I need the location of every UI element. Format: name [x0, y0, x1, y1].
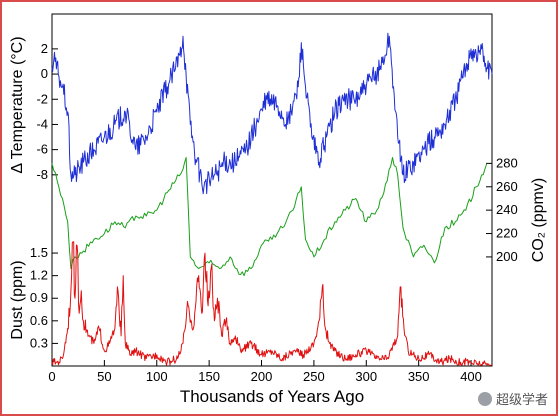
temperature-y-tick-label: -4 — [36, 116, 48, 131]
temperature-y-tick-label: -6 — [36, 142, 48, 157]
x-axis-label: Thousands of Years Ago — [180, 387, 364, 406]
x-tick-label: 350 — [408, 369, 430, 384]
x-tick-label: 400 — [460, 369, 482, 384]
co2-y-tick-label: 280 — [496, 155, 518, 170]
x-tick-label: 200 — [251, 369, 273, 384]
co2-y-tick-label: 260 — [496, 179, 518, 194]
co2-y-tick-label: 240 — [496, 202, 518, 217]
series — [51, 32, 493, 366]
x-tick-label: 150 — [198, 369, 220, 384]
dust-axis-label: Dust (ppm) — [9, 260, 26, 339]
dust-y-tick-label: 0.9 — [30, 290, 48, 305]
dust-series-line — [51, 241, 493, 366]
plot-area — [51, 13, 493, 367]
dust-y-tick-label: 1.2 — [30, 268, 48, 283]
co2-axis-label: CO₂ (ppmv) — [530, 178, 547, 262]
x-tick-label: 50 — [97, 369, 111, 384]
dust-y-tick-label: 0.6 — [30, 313, 48, 328]
dust-y-tick-label: 1.5 — [30, 245, 48, 260]
dust-y-tick-label: 0.3 — [30, 335, 48, 350]
x-tick-label: 0 — [48, 369, 55, 384]
labels: 0 50 100 150 200 250 300 350 400 Thousands of Yea… — [9, 36, 547, 406]
x-tick-label: 100 — [146, 369, 168, 384]
co2-series-line — [51, 157, 488, 277]
temperature-y-tick-label: 0 — [41, 66, 48, 81]
temperature-axis-label: Δ Temperature (°C) — [9, 36, 26, 173]
watermark: 超级学者 — [477, 389, 548, 408]
watermark-text: 超级学者 — [495, 393, 548, 408]
x-tick-label: 300 — [355, 369, 377, 384]
wechat-icon — [477, 391, 492, 406]
temperature-series-line — [51, 32, 493, 195]
temperature-y-tick-label: -2 — [36, 91, 48, 106]
temperature-y-tick-label: -8 — [36, 167, 48, 182]
temperature-y-tick-label: 2 — [41, 41, 48, 56]
axes — [51, 48, 492, 366]
x-tick-label: 250 — [303, 369, 325, 384]
co2-y-tick-label: 200 — [496, 249, 518, 264]
co2-y-tick-label: 220 — [496, 226, 518, 241]
